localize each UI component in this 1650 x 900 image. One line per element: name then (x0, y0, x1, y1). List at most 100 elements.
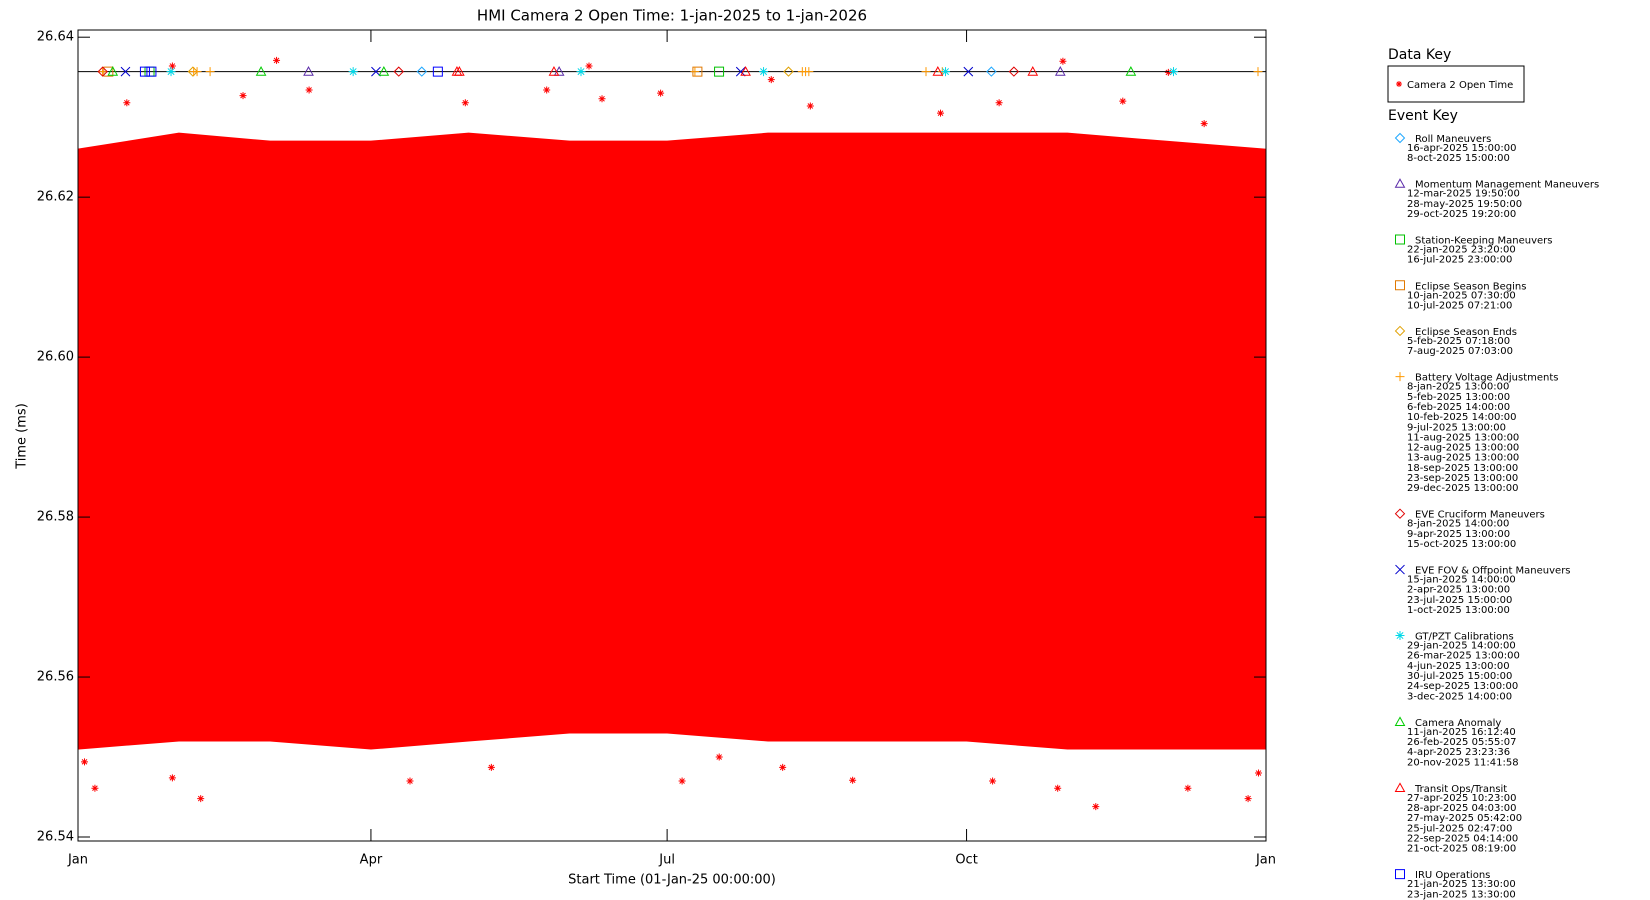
legend-date: 11-jan-2025 16:12:40 (1407, 727, 1516, 738)
event-marker (690, 67, 700, 77)
legend-date: 15-jan-2025 14:00:00 (1407, 575, 1516, 586)
legend-date: 29-dec-2025 13:00:00 (1407, 483, 1518, 494)
legend-date: 22-sep-2025 04:14:00 (1407, 833, 1518, 844)
event-marker (1008, 66, 1020, 77)
x-axis-label: Start Time (01-Jan-25 00:00:00) (568, 873, 776, 888)
legend-marker (1394, 178, 1406, 188)
data-point (406, 777, 414, 785)
legend-marker (1394, 782, 1406, 792)
data-point (989, 777, 997, 785)
legend-marker (1395, 564, 1405, 575)
data-point (1255, 769, 1263, 777)
event-marker (97, 66, 108, 77)
legend-date: 27-may-2025 05:42:00 (1407, 813, 1522, 824)
data-band (77, 132, 1267, 750)
event-marker (921, 67, 931, 77)
data-point (598, 95, 606, 103)
event-marker (303, 66, 314, 76)
event-marker (986, 66, 997, 77)
event-marker (548, 66, 560, 76)
event-marker (192, 67, 202, 77)
y-axis-label: Time (ms) (15, 403, 30, 470)
legend-marker (1394, 132, 1406, 144)
legend-date: 9-jul-2025 13:00:00 (1407, 422, 1506, 433)
data-point (1054, 784, 1062, 792)
event-marker (146, 66, 157, 77)
legend-date: 8-jan-2025 13:00:00 (1407, 382, 1509, 393)
data-point (1059, 57, 1067, 65)
legend-date: 28-may-2025 19:50:00 (1407, 199, 1522, 210)
legend-label: Battery Voltage Adjustments (1415, 373, 1559, 384)
event-marker (576, 67, 586, 77)
event-marker (1169, 67, 1179, 77)
event-marker (714, 66, 725, 77)
data-point (123, 99, 131, 107)
legend-marker (1394, 716, 1406, 726)
y-tick-label: 26.64 (37, 30, 74, 45)
plot-frame (77, 29, 1267, 842)
data-point (273, 56, 281, 64)
event-marker (255, 66, 267, 76)
legend-date: 29-jan-2025 14:00:00 (1407, 641, 1516, 652)
data-point (678, 777, 686, 785)
legend-date: 5-feb-2025 07:18:00 (1407, 336, 1510, 347)
legend-date: 28-apr-2025 04:03:00 (1407, 803, 1516, 814)
x-tick-label: Apr (360, 853, 383, 868)
data-point (995, 99, 1003, 107)
legend-date: 16-apr-2025 15:00:00 (1407, 143, 1516, 154)
legend-marker (1394, 325, 1406, 337)
legend-date: 21-oct-2025 08:19:00 (1407, 844, 1516, 855)
legend-date: 26-mar-2025 13:00:00 (1407, 651, 1520, 662)
legend-date: 10-feb-2025 14:00:00 (1407, 412, 1517, 423)
x-tick-label: Oct (955, 853, 977, 868)
event-marker (735, 66, 746, 77)
data-point (715, 753, 723, 761)
legend-date: 6-feb-2025 14:00:00 (1407, 402, 1510, 413)
event-marker (107, 66, 119, 76)
event-marker (963, 66, 974, 77)
data-point (657, 89, 665, 97)
legend-date: 3-dec-2025 14:00:00 (1407, 691, 1512, 702)
legend-date: 15-oct-2025 13:00:00 (1407, 539, 1516, 550)
legend-date: 22-jan-2025 23:20:00 (1407, 245, 1516, 256)
y-tick-label: 26.60 (37, 350, 74, 365)
y-tick-label: 26.62 (37, 190, 74, 205)
data-point (239, 92, 247, 100)
event-marker (1027, 66, 1039, 76)
data-point (461, 99, 469, 107)
legend-date: 23-jul-2025 15:00:00 (1407, 595, 1512, 606)
legend-date: 9-apr-2025 13:00:00 (1407, 529, 1510, 540)
legend-date: 8-jan-2025 14:00:00 (1407, 519, 1509, 530)
data-point (1200, 120, 1208, 128)
legend-marker (1395, 372, 1405, 382)
data-point (305, 86, 313, 94)
x-tick-label: Jan (67, 853, 88, 868)
legend-label: EVE Cruciform Maneuvers (1415, 510, 1545, 521)
data-key-title: Data Key (1388, 47, 1451, 63)
event-marker (103, 66, 114, 77)
data-point (1164, 68, 1172, 76)
legend-marker (1395, 280, 1405, 291)
event-marker (553, 66, 565, 76)
legend-label: EVE FOV & Offpoint Maneuvers (1415, 566, 1571, 577)
legend-marker (1395, 631, 1405, 641)
event-marker (740, 66, 751, 76)
legend-label: Eclipse Season Begins (1415, 281, 1526, 292)
event-marker (454, 66, 465, 76)
legend-date: 10-jan-2025 07:30:00 (1407, 290, 1516, 301)
data-point (1184, 784, 1192, 792)
legend-date: 23-sep-2025 13:00:00 (1407, 473, 1518, 484)
event-marker (1125, 66, 1137, 76)
legend-date: 18-sep-2025 13:00:00 (1407, 463, 1518, 474)
data-point (91, 784, 99, 792)
legend-date: 12-aug-2025 13:00:00 (1407, 443, 1519, 454)
event-marker (371, 66, 381, 77)
x-tick-label: Jul (658, 853, 675, 868)
legend-date: 12-mar-2025 19:50:00 (1407, 189, 1520, 200)
data-point (487, 763, 495, 771)
legend-date: 30-jul-2025 15:00:00 (1407, 671, 1512, 682)
legend-date: 7-aug-2025 07:03:00 (1407, 346, 1513, 357)
data-point (543, 86, 551, 94)
event-marker (941, 67, 951, 77)
